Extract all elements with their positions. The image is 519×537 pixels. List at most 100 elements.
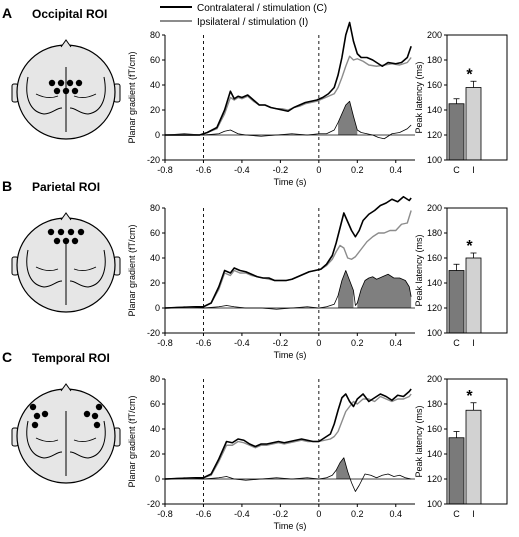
sensor-dot xyxy=(93,421,101,429)
y-tick-label: 80 xyxy=(150,30,160,40)
sensor-dot xyxy=(53,237,61,245)
y-tick-label: 80 xyxy=(150,374,160,384)
sensor-dot xyxy=(95,403,103,411)
y-tick-label: 40 xyxy=(150,424,160,434)
bar-I xyxy=(465,409,482,505)
series-contralateral xyxy=(165,21,412,136)
x-tick-label: 0 xyxy=(316,165,321,175)
sensor-dot xyxy=(77,228,85,236)
y-tick-label: 180 xyxy=(427,228,442,238)
bar-category-label: C xyxy=(453,509,460,519)
sulcus-right xyxy=(69,420,106,459)
y-axis-label: Peak latency (ms) xyxy=(414,234,424,306)
head-schematic xyxy=(11,212,121,313)
bar-category-label: I xyxy=(472,338,475,348)
y-tick-label: 120 xyxy=(427,303,442,313)
significance-shading xyxy=(338,101,358,135)
x-tick-label: 0.2 xyxy=(351,338,364,348)
significance-shading xyxy=(336,457,350,479)
y-tick-label: 200 xyxy=(427,30,442,40)
sulcus-right-inner xyxy=(73,93,97,99)
x-tick-label: -0.8 xyxy=(157,509,173,519)
y-axis-label: Peak latency (ms) xyxy=(414,61,424,133)
y-tick-label: 200 xyxy=(427,374,442,384)
x-tick-label: 0.4 xyxy=(390,509,403,519)
sensor-dot xyxy=(53,87,61,95)
y-tick-label: 140 xyxy=(427,278,442,288)
y-axis-label: Planar gradient (fT/cm) xyxy=(127,51,137,143)
latency-chart: C I * 200 180 160 140 120 100 Peak latency (ms) xyxy=(414,374,508,519)
series-difference xyxy=(164,270,412,310)
sensor-dot xyxy=(31,421,39,429)
sulcus-left xyxy=(26,420,63,459)
y-tick-label: 20 xyxy=(150,105,160,115)
x-tick-label: -0.2 xyxy=(273,165,289,175)
y-tick-label: 200 xyxy=(427,203,442,213)
sensor-dot xyxy=(71,237,79,245)
series-ipsilateral xyxy=(164,393,412,480)
panel-letter: A xyxy=(2,5,12,21)
sulcus-right xyxy=(69,76,106,115)
sulcus-left-inner xyxy=(35,266,59,272)
x-tick-label: 0.4 xyxy=(390,338,403,348)
y-tick-label: 40 xyxy=(150,80,160,90)
y-tick-label: 100 xyxy=(427,328,442,338)
y-tick-label: 160 xyxy=(427,424,442,434)
sulcus-left xyxy=(26,249,63,288)
sensor-dot xyxy=(62,87,70,95)
latency-chart: C I * 200 180 160 140 120 100 Peak latency (ms) xyxy=(414,203,508,348)
x-tick-label: -0.6 xyxy=(196,338,212,348)
x-tick-label: -0.2 xyxy=(273,338,289,348)
bar-I xyxy=(465,257,482,334)
y-tick-label: 40 xyxy=(150,253,160,263)
y-tick-label: 60 xyxy=(150,55,160,65)
timecourse-chart: 80 60 40 20 0 -20-0.8 -0.6 -0.4 -0.2 0 0.2 0.4 Time … xyxy=(127,21,415,187)
series-ipsilateral xyxy=(165,55,412,136)
y-tick-label: 160 xyxy=(427,253,442,263)
sensor-dot xyxy=(57,228,65,236)
y-tick-label: 120 xyxy=(427,130,442,140)
y-tick-label: 20 xyxy=(150,278,160,288)
y-tick-label: -20 xyxy=(147,328,160,338)
y-tick-label: 60 xyxy=(150,399,160,409)
bar-C xyxy=(448,103,465,161)
head-nose xyxy=(60,212,72,221)
head-schematic xyxy=(11,383,121,484)
sensor-dot xyxy=(62,237,70,245)
legend-label-ipsilateral: Ipsilateral / stimulation (I) xyxy=(197,17,308,28)
sulcus-right xyxy=(69,249,106,288)
y-axis-label: Planar gradient (fT/cm) xyxy=(127,224,137,316)
head-schematic xyxy=(11,39,121,140)
y-axis-label: Planar gradient (fT/cm) xyxy=(127,395,137,487)
legend: Contralateral / stimulation (C) Ipsilate… xyxy=(160,3,327,28)
x-tick-label: 0.2 xyxy=(351,165,364,175)
bar-category-label: C xyxy=(453,338,460,348)
timecourse-chart: 80 60 40 20 0 -20-0.8 -0.6 -0.4 -0.2 0 0.2 0.4 Time … xyxy=(127,374,415,531)
panel-title: Occipital ROI xyxy=(32,7,107,21)
sensor-dot xyxy=(57,79,65,87)
latency-frame xyxy=(446,207,508,334)
y-tick-label: 100 xyxy=(427,499,442,509)
x-tick-label: 0.4 xyxy=(390,165,403,175)
y-tick-label: -20 xyxy=(147,155,160,165)
sensor-dot xyxy=(47,228,55,236)
y-tick-label: 0 xyxy=(155,303,160,313)
sensor-dot xyxy=(41,410,49,418)
sulcus-right-inner xyxy=(73,266,97,272)
latency-chart: C I * 200 180 160 140 120 100 Peak latency (ms) xyxy=(414,30,508,175)
y-tick-label: 160 xyxy=(427,80,442,90)
panel-letter: B xyxy=(2,178,12,194)
legend-label-contralateral: Contralateral / stimulation (C) xyxy=(197,3,327,14)
sensor-dot xyxy=(29,403,37,411)
y-tick-label: 0 xyxy=(155,130,160,140)
y-tick-label: 120 xyxy=(427,474,442,484)
series-difference xyxy=(164,457,412,492)
sulcus-left-inner xyxy=(35,437,59,443)
sensor-dot xyxy=(33,412,41,420)
sensor-dot xyxy=(66,79,74,87)
sensor-dot xyxy=(67,228,75,236)
